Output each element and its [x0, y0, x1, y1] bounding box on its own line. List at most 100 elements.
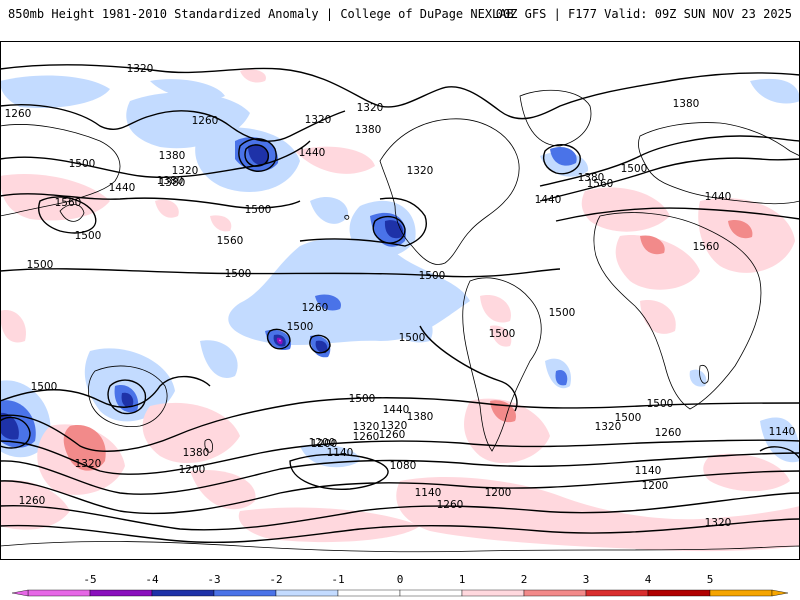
anomaly-negative-region — [150, 79, 225, 100]
colorbar-segments — [11, 589, 789, 597]
contour-label: 1440 — [705, 191, 732, 203]
height-contours — [0, 64, 800, 544]
anomaly-negative-region — [555, 369, 568, 386]
colorbar-tick-label: 3 — [583, 573, 590, 586]
contour-label: 1560 — [587, 178, 614, 190]
contour-line — [238, 138, 277, 172]
contour-label: 1140 — [769, 426, 796, 438]
contour-label: 1260 — [302, 302, 329, 314]
antarctica-coast — [0, 541, 800, 560]
colorbar-segment — [337, 589, 401, 597]
colorbar-segment — [151, 589, 215, 597]
anomaly-positive-region — [0, 480, 70, 530]
contour-line — [244, 144, 269, 167]
anomaly-positive-region — [640, 235, 665, 255]
anomaly-negative-region — [310, 196, 349, 224]
contour-label: 1320 — [357, 102, 384, 114]
contour-label: 1380 — [159, 150, 186, 162]
contour-label: 1380 — [355, 124, 382, 136]
colorbar-tick-label: 5 — [707, 573, 714, 586]
anomaly-negative-region — [750, 78, 800, 104]
map-title: 850mb Height 1981-2010 Standardized Anom… — [8, 7, 514, 21]
colorbar-segment — [647, 589, 711, 597]
contour-label: 1560 — [693, 241, 720, 253]
anomaly-shading — [0, 69, 800, 552]
contour-label: 1380 — [578, 172, 605, 184]
contour-label: 1500 — [489, 328, 516, 340]
contour-line — [419, 325, 518, 412]
contour-line — [299, 197, 427, 247]
contour-label: 1140 — [635, 465, 662, 477]
contour-label: 1320 — [75, 458, 102, 470]
contour-label: 1500 — [69, 158, 96, 170]
contour-line — [0, 104, 346, 142]
colorbar-extension — [771, 589, 789, 597]
colorbar-segment — [585, 589, 649, 597]
anomaly-negative-region — [248, 144, 269, 166]
contour-label: 1140 — [327, 447, 354, 459]
contour-line — [0, 439, 800, 475]
contour-label: 1500 — [419, 270, 446, 282]
contour-label: 1200 — [485, 487, 512, 499]
contour-line — [0, 452, 800, 495]
colorbar-tick-label: -4 — [145, 573, 159, 586]
contour-label: 1260 — [655, 427, 682, 439]
contour-label: 1200 — [311, 438, 338, 450]
contour-label: 1320 — [305, 114, 332, 126]
colorbar-tick-label: 4 — [645, 573, 652, 586]
japan-coast — [59, 204, 85, 222]
contour-label: 1500 — [245, 204, 272, 216]
contour-label: 1380 — [157, 175, 184, 187]
contour-line — [0, 268, 561, 278]
contour-label: 1380 — [407, 411, 434, 423]
colorbar-segment — [523, 589, 587, 597]
contour-label: 1500 — [31, 381, 58, 393]
europe-coast — [638, 122, 800, 205]
contour-line — [0, 64, 800, 120]
contour-label: 1440 — [299, 147, 326, 159]
colorbar-ticks: -5 -4 -3 -2 -1 0 1 2 3 4 5 — [83, 573, 713, 586]
contour-label: 1320 — [127, 63, 154, 75]
contour-label: 1260 — [5, 108, 32, 120]
contour-label: 1200 — [642, 480, 669, 492]
anomaly-positive-region — [190, 470, 256, 510]
coastlines — [0, 89, 800, 560]
contour-label: 1260 — [379, 429, 406, 441]
contour-label: 1320 — [705, 517, 732, 529]
contour-label: 1320 — [595, 421, 622, 433]
hawaii-islands — [344, 214, 350, 220]
contour-label: 1380 — [183, 447, 210, 459]
anomaly-positive-region — [0, 310, 26, 343]
colorbar-tick-label: -2 — [269, 573, 282, 586]
contour-line — [309, 334, 331, 354]
contour-line — [0, 375, 211, 408]
contour-label: 1380 — [159, 177, 186, 189]
colorbar-segment — [275, 589, 339, 597]
colorbar-tick-label: -1 — [331, 573, 344, 586]
contour-line — [555, 207, 800, 222]
contour-label: 1500 — [647, 398, 674, 410]
contour-label: 1140 — [415, 487, 442, 499]
new-zealand-coast — [204, 438, 213, 453]
contour-label: 1260 — [19, 495, 46, 507]
contour-label: 1320 — [407, 165, 434, 177]
contour-label: 1560 — [217, 235, 244, 247]
contour-line — [759, 446, 800, 460]
map-panel: 1320 1260 1500 1440 1380 1260 1320 1380 … — [0, 41, 800, 560]
contour-label: 1500 — [615, 412, 642, 424]
contour-line — [539, 135, 800, 187]
contour-label: 1320 — [381, 420, 408, 432]
anomaly-positive-region — [728, 220, 753, 239]
colorbar-tick-label: 0 — [397, 573, 404, 586]
colorbar-segment — [709, 589, 773, 597]
anomaly-negative-region — [0, 75, 110, 109]
contour-label: 1500 — [287, 321, 314, 333]
contour-label: 1380 — [673, 98, 700, 110]
colorbar-tick-label: 2 — [521, 573, 528, 586]
asia-coast — [0, 124, 121, 217]
colorbar-tick-label: -5 — [83, 573, 96, 586]
contour-label: 1440 — [535, 194, 562, 206]
contour-label: 1500 — [549, 307, 576, 319]
contour-label: 1500 — [225, 268, 252, 280]
anomaly-positive-region — [396, 476, 800, 552]
